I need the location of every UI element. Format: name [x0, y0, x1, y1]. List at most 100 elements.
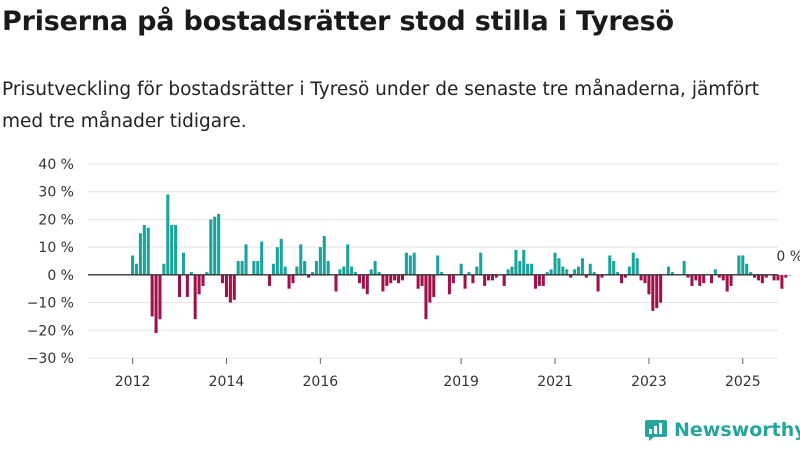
bar — [150, 274, 154, 317]
bar — [565, 269, 569, 275]
bar — [279, 238, 283, 275]
x-tick-label: 2023 — [631, 374, 667, 390]
bar — [569, 274, 573, 278]
bar — [228, 274, 232, 303]
bar — [721, 274, 725, 281]
bar — [307, 274, 311, 278]
bar — [436, 255, 440, 275]
bar — [240, 261, 244, 275]
bar — [709, 274, 714, 284]
y-tick-label: 10 % — [38, 240, 74, 256]
bar — [549, 269, 553, 275]
bar — [702, 274, 706, 284]
bar — [361, 274, 365, 289]
y-axis-labels: −30 % −20 % −10 % 0 % 10 % 20 % 30 % 40 % — [27, 157, 74, 367]
bar — [252, 261, 256, 275]
bar — [369, 269, 373, 275]
bar — [224, 274, 228, 298]
bar — [236, 261, 240, 275]
bar — [440, 272, 444, 275]
bar — [514, 249, 518, 275]
bar — [530, 263, 534, 275]
bar — [487, 274, 491, 281]
bar — [397, 274, 401, 284]
bar — [745, 263, 749, 275]
bar — [377, 272, 381, 275]
bar — [393, 274, 397, 281]
bar — [350, 266, 354, 275]
bar — [154, 274, 158, 334]
bar — [131, 255, 135, 275]
bar — [217, 213, 221, 275]
bar — [142, 224, 146, 275]
bar — [346, 244, 350, 275]
bar — [639, 274, 643, 281]
bar — [432, 274, 436, 298]
bar — [784, 274, 788, 278]
bar — [717, 274, 721, 278]
bar — [381, 274, 385, 292]
bar — [553, 252, 557, 275]
bar — [334, 274, 338, 292]
x-axis-labels: 2012 2014 2016 2019 2021 2023 2025 — [115, 358, 761, 390]
bar — [600, 274, 604, 278]
y-tick-label: −20 % — [27, 323, 74, 339]
bar — [522, 249, 526, 275]
bar — [400, 274, 405, 281]
bar — [232, 274, 236, 300]
bar — [424, 274, 428, 320]
bar — [694, 274, 698, 281]
bar — [260, 241, 264, 275]
bar — [616, 272, 620, 275]
bar — [338, 269, 342, 275]
newsworthy-logo-icon — [645, 420, 667, 441]
x-tick-label: 2014 — [209, 374, 245, 390]
bar — [526, 263, 530, 275]
bar — [518, 261, 522, 275]
bar — [643, 274, 647, 284]
bar — [557, 258, 561, 275]
bar — [291, 274, 295, 284]
bar — [138, 233, 142, 275]
bar — [134, 263, 139, 275]
bar — [490, 274, 494, 281]
bar — [189, 272, 193, 275]
bar — [471, 274, 475, 284]
grid-lines — [88, 163, 778, 359]
bar — [322, 236, 326, 275]
bar — [166, 194, 170, 275]
bar — [428, 274, 432, 303]
bar — [475, 266, 479, 275]
bar — [365, 274, 369, 295]
bar — [620, 274, 624, 284]
x-tick-label: 2012 — [115, 374, 151, 390]
bar — [326, 261, 330, 275]
bar — [631, 252, 635, 275]
bar — [647, 274, 651, 295]
bar — [209, 219, 213, 275]
bar — [408, 255, 412, 275]
x-tick-label: 2019 — [443, 374, 479, 390]
bar — [267, 274, 272, 286]
bar — [698, 274, 702, 286]
bar — [776, 274, 780, 281]
x-tick-label: 2021 — [537, 374, 573, 390]
bar — [788, 274, 792, 276]
y-tick-label: −10 % — [27, 296, 74, 312]
bar — [537, 274, 541, 286]
bar — [373, 261, 377, 275]
bar — [749, 272, 753, 275]
bar — [181, 252, 185, 275]
bar — [310, 272, 315, 275]
bar — [623, 274, 627, 278]
bar — [725, 274, 729, 292]
bar — [299, 244, 303, 275]
bar — [690, 274, 694, 286]
bar — [213, 216, 217, 275]
y-tick-label: 30 % — [38, 185, 74, 201]
y-tick-label: 20 % — [38, 212, 74, 228]
bar — [451, 274, 455, 284]
bar — [592, 272, 596, 275]
bar — [244, 244, 248, 275]
bar — [506, 269, 510, 275]
